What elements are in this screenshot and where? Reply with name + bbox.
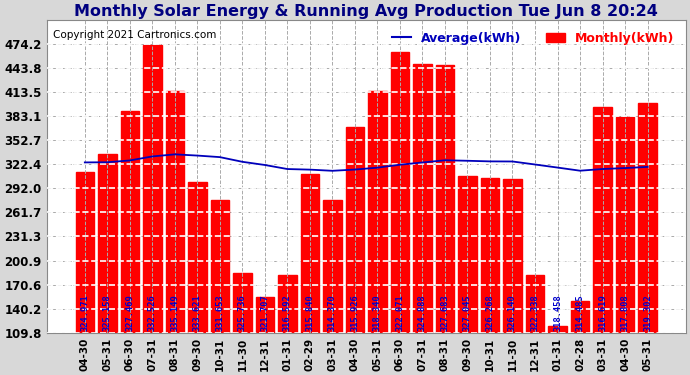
Text: 326.268: 326.268 bbox=[486, 294, 495, 331]
Bar bbox=[503, 179, 522, 333]
Bar bbox=[615, 117, 634, 333]
Text: 316.619: 316.619 bbox=[598, 294, 607, 331]
Bar bbox=[210, 200, 229, 333]
Text: 317.808: 317.808 bbox=[620, 294, 629, 331]
Bar bbox=[526, 275, 544, 333]
Text: 321.707: 321.707 bbox=[260, 294, 269, 331]
Text: Copyright 2021 Cartronics.com: Copyright 2021 Cartronics.com bbox=[53, 30, 216, 40]
Text: 327.469: 327.469 bbox=[126, 294, 135, 331]
Bar bbox=[76, 172, 94, 333]
Text: 325.158: 325.158 bbox=[103, 294, 112, 331]
Bar bbox=[166, 91, 184, 333]
Bar bbox=[323, 200, 342, 333]
Bar bbox=[413, 63, 432, 333]
Bar bbox=[549, 326, 566, 333]
Bar bbox=[143, 45, 161, 333]
Text: 315.840: 315.840 bbox=[306, 294, 315, 331]
Bar bbox=[233, 273, 252, 333]
Text: 324.971: 324.971 bbox=[80, 294, 89, 331]
Text: 322.338: 322.338 bbox=[531, 294, 540, 331]
Bar bbox=[301, 174, 319, 333]
Bar bbox=[391, 52, 409, 333]
Bar bbox=[121, 111, 139, 333]
Text: 314.370: 314.370 bbox=[328, 294, 337, 331]
Bar bbox=[346, 127, 364, 333]
Text: 318.458: 318.458 bbox=[553, 294, 562, 331]
Text: 327.683: 327.683 bbox=[440, 294, 449, 331]
Bar bbox=[638, 103, 657, 333]
Text: 333.621: 333.621 bbox=[193, 294, 202, 331]
Text: 319.302: 319.302 bbox=[643, 294, 652, 331]
Title: Monthly Solar Energy & Running Avg Production Tue Jun 8 20:24: Monthly Solar Energy & Running Avg Produ… bbox=[75, 4, 658, 19]
Text: 327.045: 327.045 bbox=[463, 294, 472, 331]
Bar bbox=[458, 176, 477, 333]
Bar bbox=[435, 65, 454, 333]
Text: 316.592: 316.592 bbox=[283, 294, 292, 331]
Text: 322.071: 322.071 bbox=[395, 294, 404, 331]
Bar bbox=[188, 182, 206, 333]
Bar bbox=[481, 178, 499, 333]
Text: 331.653: 331.653 bbox=[215, 294, 224, 331]
Text: 314.485: 314.485 bbox=[575, 294, 584, 331]
Text: 335.149: 335.149 bbox=[170, 294, 179, 331]
Text: 325.736: 325.736 bbox=[238, 294, 247, 331]
Text: 326.140: 326.140 bbox=[508, 294, 517, 331]
Bar bbox=[256, 297, 274, 333]
Legend: Average(kWh), Monthly(kWh): Average(kWh), Monthly(kWh) bbox=[387, 27, 680, 50]
Text: 324.888: 324.888 bbox=[418, 294, 427, 331]
Bar bbox=[98, 154, 117, 333]
Bar bbox=[278, 275, 297, 333]
Bar bbox=[571, 301, 589, 333]
Text: 332.526: 332.526 bbox=[148, 294, 157, 331]
Bar bbox=[368, 91, 386, 333]
Text: 318.340: 318.340 bbox=[373, 294, 382, 331]
Bar bbox=[593, 107, 612, 333]
Text: 315.926: 315.926 bbox=[351, 294, 359, 331]
